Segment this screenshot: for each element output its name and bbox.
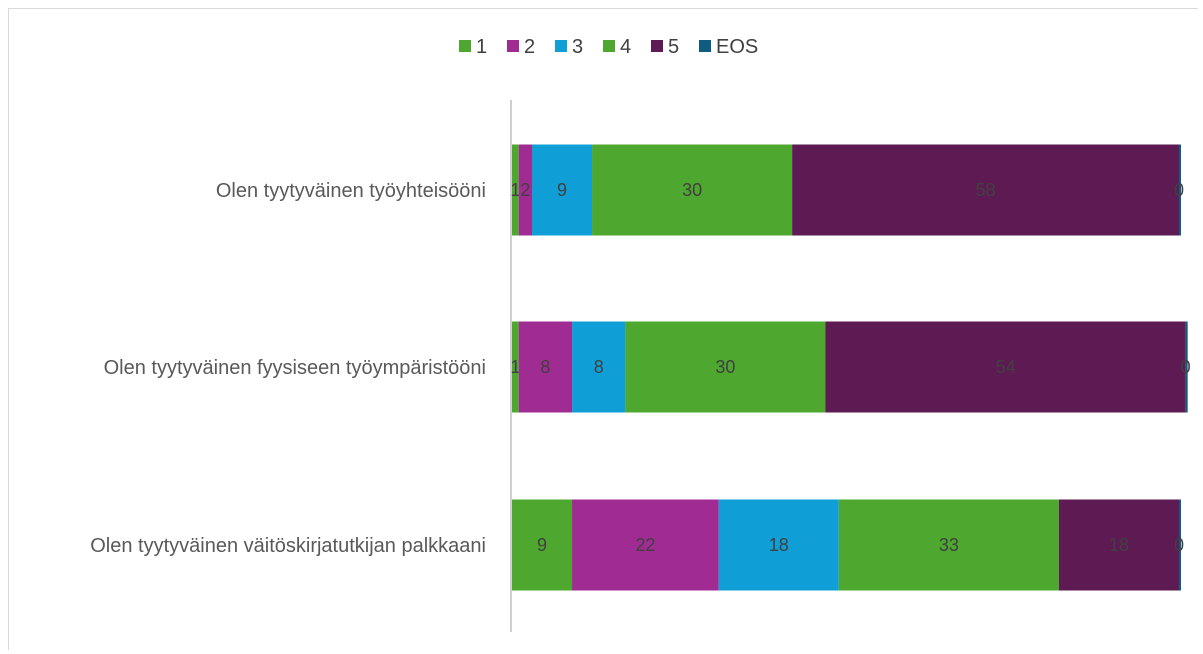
data-label-5: 54	[996, 357, 1016, 377]
legend: 1 2 3 4 5 EOS	[459, 36, 758, 58]
legend-swatch-1	[459, 40, 471, 52]
legend-label-eos: EOS	[716, 36, 758, 58]
bar-segment-5	[825, 321, 1186, 413]
bar-segment-4	[592, 144, 793, 236]
chart-frame	[8, 8, 1198, 650]
legend-swatch-eos	[699, 40, 711, 52]
bar-segment-eos	[1179, 499, 1181, 591]
legend-swatch-4	[603, 40, 615, 52]
bar-segment-2	[518, 321, 573, 413]
data-label-5: 58	[976, 180, 996, 200]
category-label: Olen tyytyväinen työyhteisööni	[216, 180, 486, 202]
bar-segment-1	[512, 144, 519, 236]
data-label-eos: 0	[1174, 535, 1184, 555]
data-label-1: 1	[510, 357, 520, 377]
bar-segment-1	[512, 499, 573, 591]
bar-segment-5	[1058, 499, 1179, 591]
data-label-1: 9	[537, 535, 547, 555]
legend-swatch-2	[507, 40, 519, 52]
category-label: Olen tyytyväinen väitöskirjatutkijan pal…	[90, 535, 486, 557]
bar-segment-4	[838, 499, 1059, 591]
bar-segment-3	[532, 144, 593, 236]
legend-swatch-5	[651, 40, 663, 52]
bar-segment-eos	[1185, 321, 1188, 413]
data-label-2: 2	[520, 180, 530, 200]
data-label-4: 33	[939, 535, 959, 555]
bar-segment-3	[718, 499, 839, 591]
data-label-1: 1	[510, 180, 520, 200]
legend-label-4: 4	[620, 36, 631, 58]
legend-label-1: 1	[476, 36, 487, 58]
bar-segment-3	[572, 321, 626, 413]
data-label-2: 8	[540, 357, 550, 377]
plot-area: Olen tyytyväinen työyhteisööni 1 2 9 30 58 0Ol…	[90, 144, 1191, 591]
bar-segment-5	[792, 144, 1179, 236]
legend-label-3: 3	[572, 36, 583, 58]
data-label-5: 18	[1109, 535, 1129, 555]
bar-segment-eos	[1179, 144, 1181, 236]
bar-segment-2	[572, 499, 719, 591]
bar-segment-2	[518, 144, 533, 236]
data-label-2: 22	[635, 535, 655, 555]
data-label-4: 30	[715, 357, 735, 377]
data-label-4: 30	[682, 180, 702, 200]
data-label-3: 18	[769, 535, 789, 555]
data-label-3: 9	[557, 180, 567, 200]
category-label: Olen tyytyväinen fyysiseen työympäristöö…	[104, 357, 486, 379]
legend-label-5: 5	[668, 36, 679, 58]
data-label-eos: 0	[1174, 180, 1184, 200]
legend-label-2: 2	[524, 36, 535, 58]
bar-segment-4	[625, 321, 826, 413]
data-label-eos: 0	[1181, 357, 1191, 377]
data-label-3: 8	[594, 357, 604, 377]
legend-swatch-3	[555, 40, 567, 52]
bar-segment-1	[512, 321, 519, 413]
